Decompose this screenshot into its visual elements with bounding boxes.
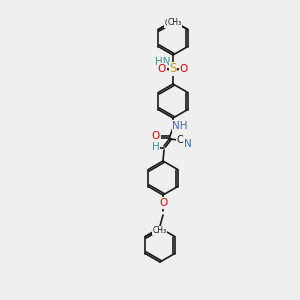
Text: N: N bbox=[184, 139, 192, 149]
Text: HN: HN bbox=[155, 57, 171, 67]
Text: H: H bbox=[152, 142, 160, 152]
Text: O: O bbox=[158, 64, 166, 74]
Text: C: C bbox=[177, 135, 183, 145]
Text: CH₃: CH₃ bbox=[165, 19, 179, 28]
Text: CH₃: CH₃ bbox=[167, 18, 182, 27]
Text: S: S bbox=[169, 62, 177, 76]
Text: O: O bbox=[159, 198, 167, 208]
Text: NH: NH bbox=[172, 121, 188, 131]
Text: O: O bbox=[180, 64, 188, 74]
Text: O: O bbox=[152, 131, 160, 141]
Text: CH₃: CH₃ bbox=[153, 226, 167, 235]
